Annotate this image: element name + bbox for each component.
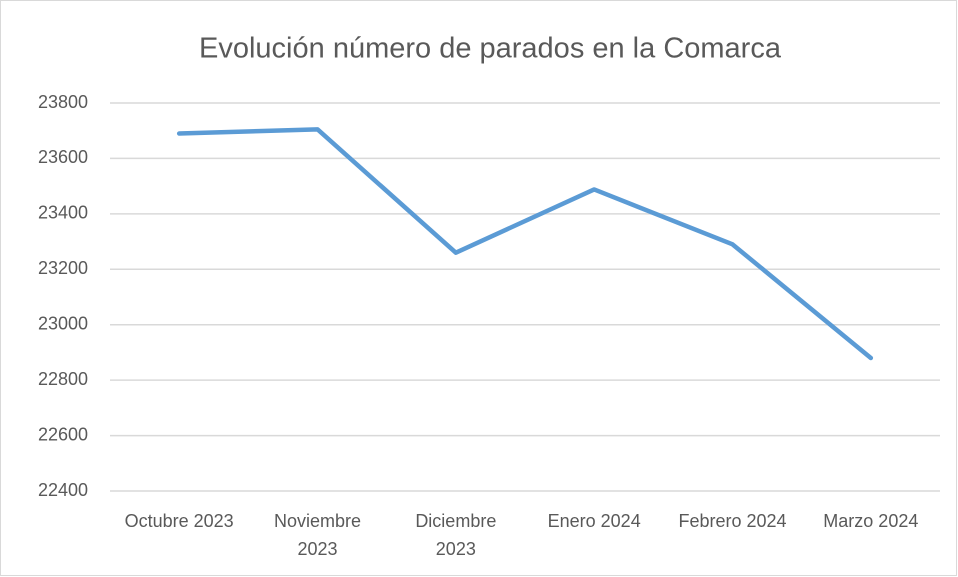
y-tick-label: 23800	[38, 92, 88, 112]
y-tick-label: 23000	[38, 313, 88, 333]
y-tick-label: 23600	[38, 147, 88, 167]
x-tick-label: Marzo 2024	[823, 511, 918, 531]
y-tick-label: 23200	[38, 258, 88, 278]
x-tick-label: Noviembre 2023	[274, 511, 361, 559]
x-tick-label: Enero 2024	[548, 511, 641, 531]
chart-title: Evolución número de parados en la Comarc…	[199, 33, 782, 65]
y-tick-label: 22800	[38, 369, 88, 389]
data-line	[176, 127, 874, 361]
x-tick-label: Febrero 2024	[678, 511, 786, 531]
y-tick-label: 22600	[38, 424, 88, 444]
x-tick-label: Octubre 2023	[125, 511, 234, 531]
y-tick-label: 23400	[38, 203, 88, 223]
x-tick-label: Diciembre 2023	[415, 511, 496, 559]
y-tick-label: 22400	[38, 480, 88, 500]
